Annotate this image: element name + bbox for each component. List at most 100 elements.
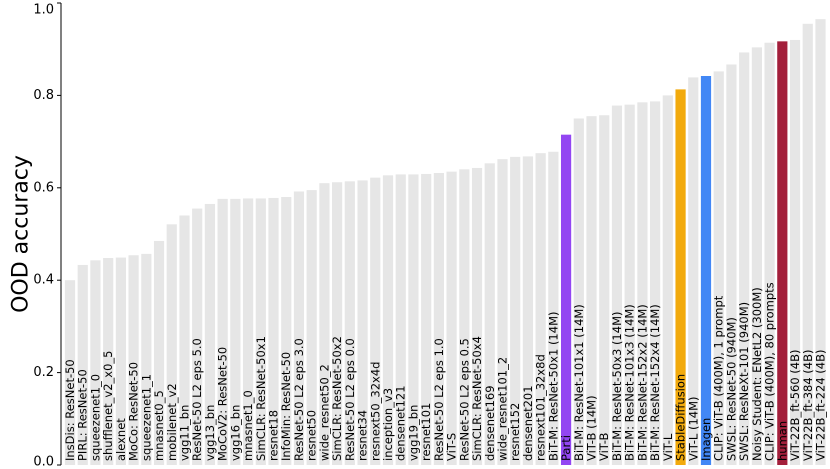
bar-label: StableDiffusion bbox=[674, 374, 688, 461]
bar-label: ViT-L bbox=[661, 433, 675, 461]
bar bbox=[662, 95, 673, 466]
bar bbox=[700, 76, 712, 465]
bar bbox=[166, 224, 177, 465]
bar-label: resnext101_32x8d bbox=[534, 354, 548, 461]
bar bbox=[446, 171, 457, 465]
bar bbox=[535, 153, 546, 465]
bars-layer bbox=[64, 19, 826, 466]
bar bbox=[560, 134, 572, 466]
bar-label: vgg11_bn bbox=[177, 405, 191, 461]
bar bbox=[230, 198, 241, 465]
bar-label: ViT-22B_ft-224 (4B) bbox=[813, 350, 827, 462]
bar bbox=[179, 215, 190, 465]
bar bbox=[192, 208, 203, 465]
bar-label: Parti bbox=[559, 435, 573, 461]
bar bbox=[382, 175, 394, 465]
bar-label: mnasnet0_5 bbox=[152, 390, 166, 461]
bar-label: ViT-22B_ft-384 (4B) bbox=[801, 350, 815, 462]
bar bbox=[802, 23, 813, 465]
bar bbox=[204, 203, 216, 465]
bar-label: BiT-M: ResNet-152x4 (14M) bbox=[648, 304, 662, 461]
bar bbox=[268, 197, 279, 465]
bar bbox=[573, 118, 584, 465]
bar-label: SWSL: ResNeXt-101 (940M) bbox=[737, 302, 751, 461]
bar-label: ViT-22B_ft-560 (4B) bbox=[788, 350, 802, 462]
bar-label: ViT-L (14M) bbox=[686, 396, 700, 461]
bar bbox=[497, 159, 508, 465]
bar-label: BiT-M: ResNet-101x3 (14M) bbox=[623, 304, 637, 461]
bar bbox=[777, 41, 788, 465]
bar-label: mnasnet1_0 bbox=[241, 390, 255, 461]
bar bbox=[90, 260, 101, 465]
bar bbox=[599, 115, 610, 466]
bar-label: densenet201 bbox=[521, 385, 535, 461]
bar-label: ViT-B bbox=[597, 432, 611, 461]
bar bbox=[637, 102, 648, 465]
bar bbox=[713, 71, 724, 465]
bar-label: mobilenet_v2 bbox=[165, 383, 179, 461]
bar-label: inception_v3 bbox=[381, 388, 395, 461]
bar-label: CLIP: ViT-B (400M), 1 prompt bbox=[712, 295, 726, 461]
bar-label: BiT-M: ResNet-50x3 (14M) bbox=[610, 312, 624, 461]
y-axis-title: OOD accuracy bbox=[9, 155, 34, 313]
bar bbox=[242, 198, 254, 465]
bar bbox=[611, 105, 623, 465]
bar bbox=[471, 167, 483, 465]
bar-label: SWSL: ResNet-50 (940M) bbox=[724, 317, 738, 461]
bar bbox=[510, 156, 521, 465]
bar bbox=[421, 173, 432, 465]
bar-label: Noisy Student: ENetL2 (300M) bbox=[750, 287, 764, 461]
bar bbox=[688, 77, 699, 465]
bar bbox=[115, 257, 126, 465]
bar-label: squeezenet1_0 bbox=[88, 374, 102, 461]
bar-label: SimCLR: ResNet-50x1 bbox=[254, 336, 268, 461]
bar bbox=[751, 47, 762, 465]
bar bbox=[128, 255, 139, 465]
bar-label: InsDis: ResNet-50 bbox=[63, 359, 77, 461]
bar-label: ResNet-50 L2 eps 5.0 bbox=[190, 338, 204, 461]
y-tick-label: 0.8 bbox=[33, 88, 54, 103]
bar-label: PIRL: ResNet-50 bbox=[76, 369, 90, 461]
bar-label: resnet34 bbox=[356, 410, 370, 461]
bar-label: resnet152 bbox=[508, 403, 522, 461]
bar bbox=[739, 52, 750, 466]
bar-label: Imagen bbox=[699, 418, 713, 461]
bar bbox=[459, 169, 470, 465]
bar bbox=[255, 198, 266, 465]
y-axis: 0.0 0.2 0.4 0.6 0.8 1.0 bbox=[33, 2, 62, 469]
bar bbox=[484, 163, 495, 465]
bar bbox=[344, 181, 355, 465]
bar bbox=[764, 42, 775, 465]
bar-label: alexnet bbox=[114, 418, 128, 461]
bar-label: MoCo: ResNet-50 bbox=[127, 362, 141, 461]
bar-label: BiT-M: ResNet-101x1 (14M) bbox=[572, 304, 586, 461]
bar-label: ResNet-50 L2 eps 0.5 bbox=[457, 338, 471, 461]
bar bbox=[217, 198, 228, 465]
y-tick-label: 0.6 bbox=[33, 180, 54, 195]
bar bbox=[408, 174, 419, 465]
bar bbox=[675, 89, 686, 465]
bar bbox=[77, 264, 88, 465]
bar-label: BiT-M: ResNet-50x1 (14M) bbox=[546, 312, 560, 461]
bar-label: vgg13_bn bbox=[203, 405, 217, 461]
bar bbox=[395, 174, 406, 465]
bar-label: densenet121 bbox=[394, 385, 408, 461]
y-tick-label: 1.0 bbox=[33, 3, 54, 18]
bar-label: wide_resnet101_2 bbox=[495, 357, 509, 461]
bar-label: resnet50 bbox=[305, 410, 319, 461]
bar-label: vgg16_bn bbox=[228, 405, 242, 461]
bar bbox=[624, 104, 635, 465]
bar bbox=[153, 240, 165, 465]
bar-label: resnet18 bbox=[267, 410, 281, 461]
bar bbox=[726, 64, 737, 465]
bar-label: ResNet-50 L2 eps 3.0 bbox=[292, 338, 306, 461]
bar bbox=[650, 101, 661, 465]
bar-label: SimCLR: ResNet-50x4 bbox=[470, 336, 484, 461]
bar bbox=[789, 39, 801, 466]
bar-label: MoCoV2: ResNet-50 bbox=[216, 347, 230, 461]
bar bbox=[548, 151, 559, 465]
y-tick-label: 0.0 bbox=[33, 455, 54, 469]
bar bbox=[433, 173, 444, 465]
y-tick-label: 0.4 bbox=[33, 273, 54, 288]
